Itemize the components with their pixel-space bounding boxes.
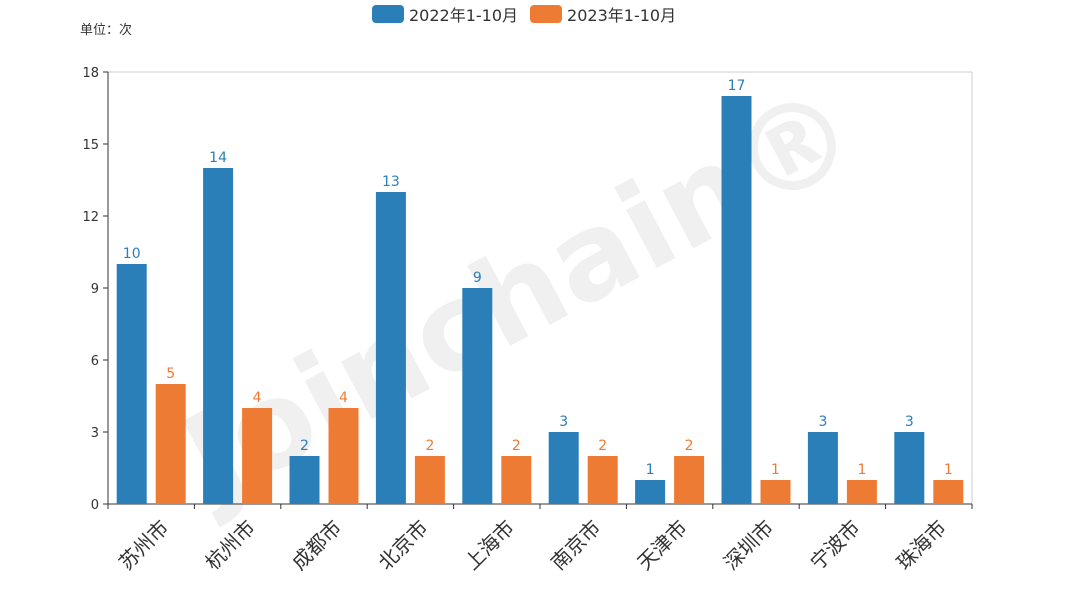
x-category-label: 珠海市 [892, 515, 951, 574]
x-category-label: 成都市 [287, 515, 346, 574]
bar-2022 [375, 192, 406, 504]
x-category-label: 南京市 [546, 515, 605, 574]
data-label-2023: 4 [253, 390, 262, 406]
y-tick-label: 3 [91, 426, 99, 441]
bar-2022 [635, 480, 666, 504]
legend-swatch-2023 [530, 5, 563, 23]
data-label-2023: 2 [598, 438, 607, 454]
data-label-2023: 5 [166, 366, 175, 382]
y-tick-label: 6 [91, 354, 99, 369]
y-tick-label: 0 [91, 498, 99, 513]
data-label-2022: 3 [818, 414, 827, 430]
bar-2023 [501, 456, 532, 504]
x-category-label: 宁波市 [805, 515, 864, 574]
data-label-2023: 2 [512, 438, 521, 454]
unit-label: 单位：次 [80, 23, 133, 38]
bar-2022 [721, 96, 752, 504]
bar-2023 [328, 408, 359, 504]
bar-2023 [674, 456, 705, 504]
y-tick-label: 18 [82, 66, 99, 81]
legend-label-2023: 2023年1-10月 [567, 6, 677, 25]
x-category-label: 上海市 [460, 515, 519, 574]
data-label-2022: 3 [905, 414, 914, 430]
legend-item-2023[interactable]: 2023年1-10月 [530, 2, 676, 26]
bar-2023 [933, 480, 964, 504]
bar-2023 [587, 456, 618, 504]
y-tick-label: 15 [82, 138, 99, 153]
x-category-label: 苏州市 [114, 515, 173, 574]
legend-item-2022[interactable]: 2022年1-10月 [372, 2, 518, 26]
x-category-label: 天津市 [632, 515, 691, 574]
bar-2022 [807, 432, 838, 504]
bar-2022 [548, 432, 579, 504]
bar-2023 [414, 456, 445, 504]
x-category-label: 深圳市 [719, 515, 778, 574]
bar-2023 [760, 480, 791, 504]
data-label-2022: 3 [559, 414, 568, 430]
data-label-2022: 13 [382, 174, 400, 190]
y-tick-label: 12 [82, 210, 99, 225]
bar-2022 [462, 288, 493, 504]
data-label-2022: 10 [123, 246, 141, 262]
y-tick-label: 9 [91, 282, 99, 297]
data-label-2022: 14 [209, 150, 227, 166]
legend: 2022年1-10月 2023年1-10月 [372, 2, 688, 26]
bar-2022 [116, 264, 147, 504]
bar-2022 [203, 168, 234, 504]
bar-2022 [289, 456, 320, 504]
bar-2022 [894, 432, 925, 504]
bar-2023 [846, 480, 877, 504]
data-label-2022: 1 [646, 462, 655, 478]
bar-2023 [155, 384, 186, 504]
x-category-label: 北京市 [373, 515, 432, 574]
data-label-2022: 9 [473, 270, 482, 286]
data-label-2022: 2 [300, 438, 309, 454]
data-label-2023: 2 [685, 438, 694, 454]
data-label-2022: 17 [728, 78, 746, 94]
data-label-2023: 1 [771, 462, 780, 478]
data-label-2023: 1 [857, 462, 866, 478]
legend-label-2022: 2022年1-10月 [409, 6, 519, 25]
legend-swatch-2022 [372, 5, 404, 23]
data-label-2023: 1 [944, 462, 953, 478]
data-label-2023: 2 [425, 438, 434, 454]
data-label-2023: 4 [339, 390, 348, 406]
bar-2023 [242, 408, 273, 504]
